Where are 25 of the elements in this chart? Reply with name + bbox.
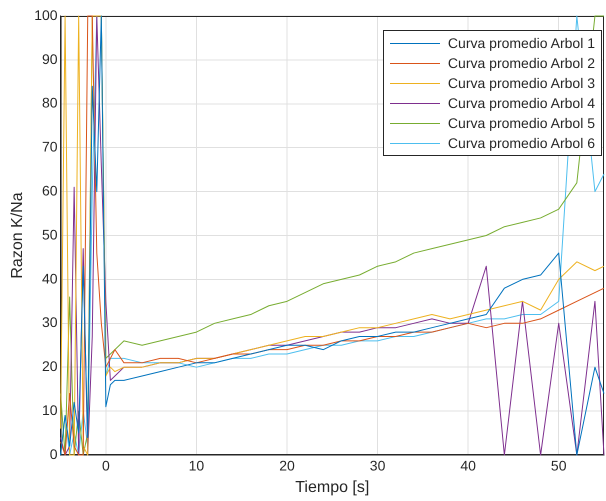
y-tick-label: 90 — [42, 50, 58, 67]
x-tick-label: 30 — [370, 457, 386, 474]
y-tick-label: 60 — [42, 182, 58, 198]
legend-label: Curva promedio Arbol 2 — [448, 54, 595, 73]
y-tick-label: 40 — [42, 270, 58, 286]
legend-label: Curva promedio Arbol 5 — [448, 114, 595, 133]
y-axis-title: Razon K/Na — [9, 192, 26, 279]
y-tick-label: 30 — [42, 314, 58, 330]
legend-label: Curva promedio Arbol 3 — [448, 74, 595, 93]
x-tick-label: 20 — [279, 457, 295, 474]
y-tick-label: 100 — [34, 6, 58, 23]
x-tick-label: 0 — [102, 457, 110, 474]
legend-label: Curva promedio Arbol 6 — [448, 134, 595, 153]
x-tick-label: 50 — [550, 457, 567, 474]
x-tick-label: 10 — [188, 457, 204, 474]
y-tick-label: 10 — [42, 402, 58, 418]
x-axis-title: Tiempo [s] — [295, 478, 370, 496]
y-tick-label: 0 — [50, 446, 58, 462]
legend-label: Curva promedio Arbol 4 — [448, 94, 595, 113]
x-tick-label: 40 — [460, 457, 476, 474]
legend-label: Curva promedio Arbol 1 — [448, 34, 595, 53]
y-tick-label: 50 — [42, 226, 58, 242]
y-tick-label: 20 — [42, 358, 58, 374]
y-tick-label: 80 — [42, 94, 58, 111]
y-tick-label: 70 — [42, 138, 58, 155]
